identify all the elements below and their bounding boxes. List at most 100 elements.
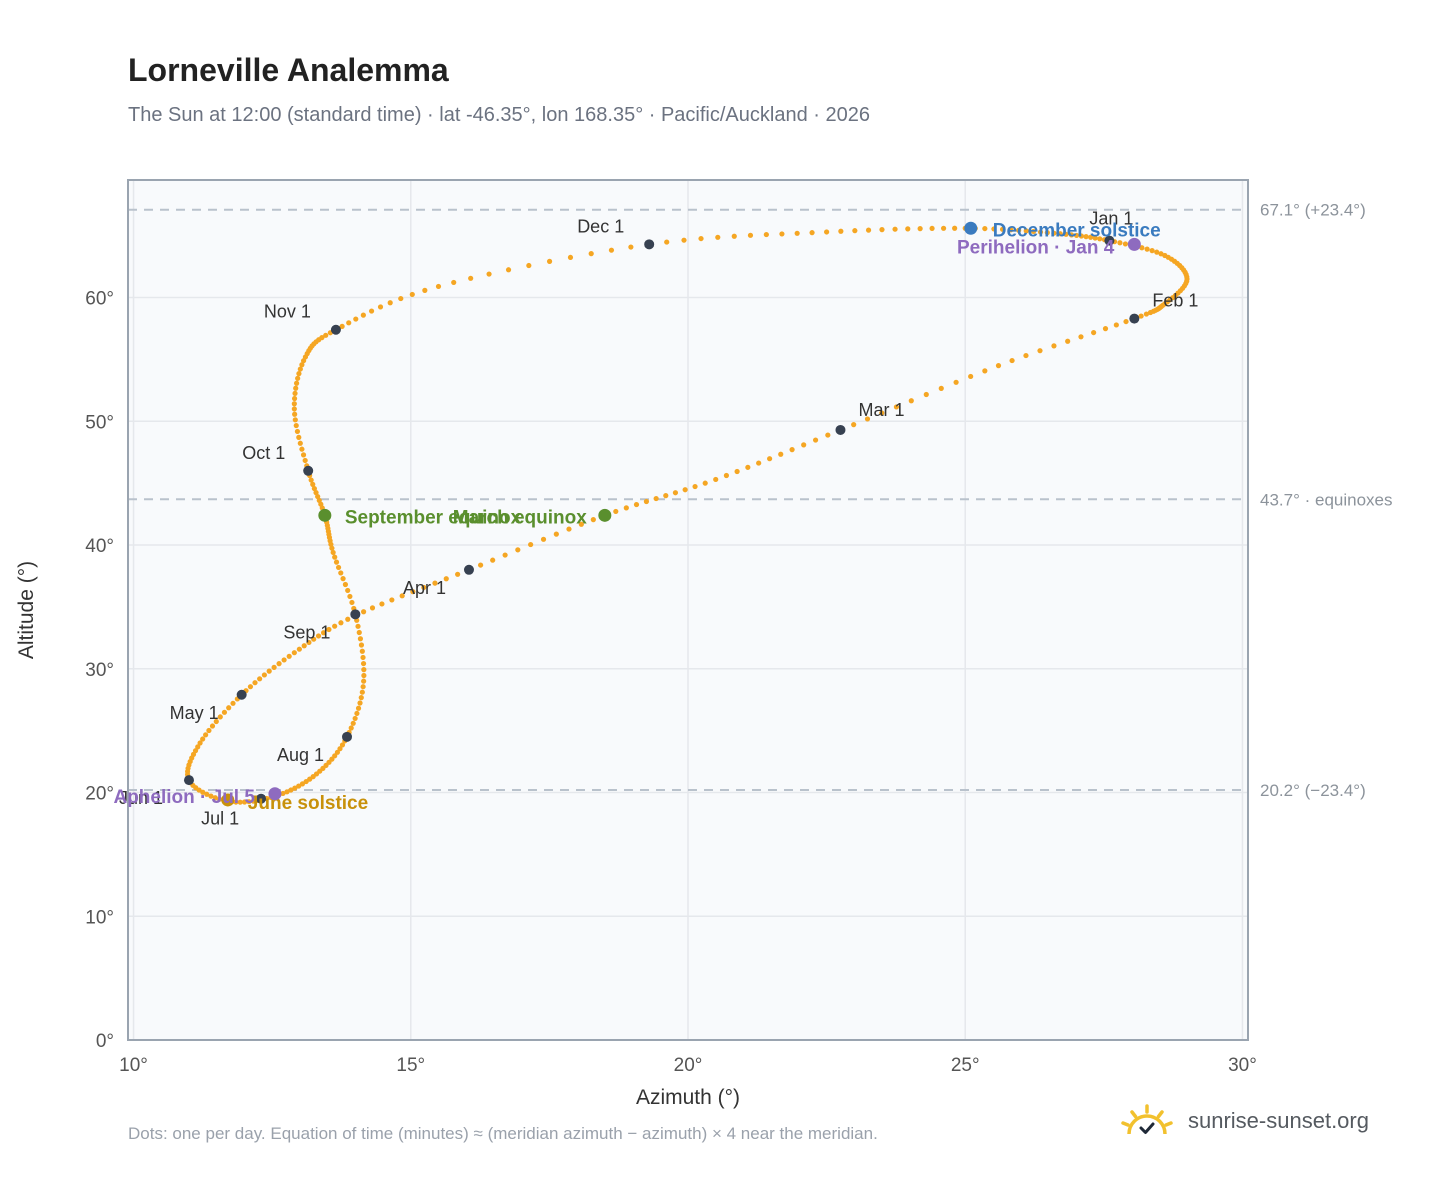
daily-dot bbox=[526, 262, 532, 269]
x-tick-label: 20° bbox=[674, 1055, 703, 1076]
event-marker-dot bbox=[1127, 237, 1141, 251]
event-marker-dot bbox=[964, 221, 978, 235]
event-marker-label: March equinox bbox=[453, 507, 588, 528]
daily-dot bbox=[347, 593, 353, 600]
event-marker-label: Aphelion · Jul 5 bbox=[113, 787, 255, 808]
daily-dot bbox=[297, 440, 303, 446]
daily-dot bbox=[368, 308, 375, 314]
daily-dot bbox=[999, 226, 1006, 232]
sun-logo-icon bbox=[1121, 1104, 1173, 1135]
daily-dot bbox=[311, 485, 317, 492]
daily-dot bbox=[204, 791, 210, 797]
daily-dot bbox=[838, 228, 844, 234]
daily-dot bbox=[292, 390, 298, 396]
daily-dot bbox=[952, 225, 958, 231]
daily-dot bbox=[356, 629, 362, 636]
daily-dot bbox=[566, 526, 572, 532]
daily-dot bbox=[747, 232, 754, 238]
daily-dot bbox=[203, 732, 209, 738]
axis-ticks: 10° 15° 20° 25° 30°0°10°20°30°40°50°60° bbox=[85, 289, 1257, 1076]
daily-dot bbox=[360, 684, 366, 690]
daily-dot bbox=[779, 231, 785, 237]
daily-dot bbox=[291, 406, 297, 412]
daily-dot bbox=[261, 672, 267, 678]
month-marker-dot bbox=[236, 689, 247, 700]
month-marker-label: May 1 bbox=[170, 703, 219, 723]
daily-dot bbox=[246, 799, 252, 805]
event-marker-dot bbox=[268, 787, 282, 801]
daily-dot bbox=[311, 636, 317, 642]
daily-dot bbox=[334, 749, 341, 755]
daily-dot bbox=[358, 642, 365, 648]
daily-dot bbox=[825, 432, 831, 438]
daily-dot bbox=[528, 541, 534, 548]
daily-dot bbox=[233, 799, 239, 805]
daily-dot bbox=[345, 587, 351, 594]
daily-dot bbox=[361, 672, 367, 679]
month-marker-dot bbox=[256, 793, 267, 804]
daily-dot bbox=[715, 234, 721, 240]
event-marker-label: Perihelion · Jan 4 bbox=[957, 237, 1115, 258]
daily-dot bbox=[288, 787, 294, 793]
daily-dot bbox=[337, 746, 343, 752]
daily-dot bbox=[892, 226, 898, 232]
daily-dot bbox=[352, 715, 358, 722]
daily-dot bbox=[345, 616, 351, 622]
daily-dot bbox=[257, 676, 263, 682]
daily-dot bbox=[546, 258, 553, 264]
daily-dot bbox=[1113, 322, 1119, 328]
daily-dot bbox=[490, 557, 496, 563]
daily-dot bbox=[360, 660, 367, 667]
daily-dot bbox=[1008, 227, 1014, 233]
daily-dot bbox=[1078, 233, 1084, 239]
daily-dot bbox=[864, 416, 871, 422]
month-marker-dot bbox=[330, 324, 341, 335]
daily-dot bbox=[1051, 343, 1057, 349]
daily-dot bbox=[338, 570, 344, 576]
daily-dot bbox=[409, 291, 415, 298]
brand-name: sunrise-sunset.org bbox=[1188, 1108, 1369, 1133]
daily-dot bbox=[326, 626, 332, 633]
daily-dot bbox=[879, 410, 885, 416]
daily-dot bbox=[1065, 338, 1071, 344]
month-marker-dot bbox=[342, 731, 353, 742]
daily-dot bbox=[1023, 352, 1029, 359]
daily-dot bbox=[1088, 234, 1094, 240]
daily-dot bbox=[698, 235, 704, 242]
daily-dot bbox=[812, 437, 819, 443]
month-marker-dot bbox=[1129, 313, 1140, 324]
daily-dot bbox=[917, 226, 923, 232]
brand[interactable]: sunrise-sunset.org bbox=[1120, 1104, 1369, 1138]
daily-dot bbox=[313, 490, 319, 496]
daily-dot bbox=[276, 661, 282, 667]
daily-dot bbox=[763, 231, 769, 238]
y-tick-label: 10° bbox=[85, 907, 114, 928]
daily-dot bbox=[692, 483, 698, 490]
daily-dot bbox=[505, 267, 512, 273]
month-marker-label: Dec 1 bbox=[577, 216, 624, 236]
month-marker-dot bbox=[1104, 235, 1115, 246]
daily-dot bbox=[387, 300, 393, 306]
daily-dot bbox=[338, 620, 344, 626]
daily-dot bbox=[778, 451, 784, 457]
daily-dot bbox=[291, 650, 297, 656]
month-marker-dot bbox=[183, 775, 194, 786]
daily-dot bbox=[1051, 230, 1057, 236]
daily-dot bbox=[421, 584, 427, 591]
daily-dot bbox=[723, 472, 730, 479]
month-marker-dot bbox=[350, 609, 361, 620]
daily-dot bbox=[1030, 228, 1037, 235]
daily-dot bbox=[200, 736, 206, 742]
daily-dot bbox=[296, 434, 302, 440]
daily-dot bbox=[355, 623, 361, 629]
daily-dot bbox=[399, 593, 405, 599]
daily-dot bbox=[398, 295, 404, 302]
month-marker-dot bbox=[835, 424, 846, 435]
daily-dot bbox=[578, 521, 584, 527]
month-marker-label: Mar 1 bbox=[858, 400, 904, 420]
daily-dot bbox=[291, 401, 297, 407]
daily-dot bbox=[308, 477, 314, 483]
daily-dot bbox=[360, 654, 366, 661]
daily-dot bbox=[468, 275, 474, 281]
